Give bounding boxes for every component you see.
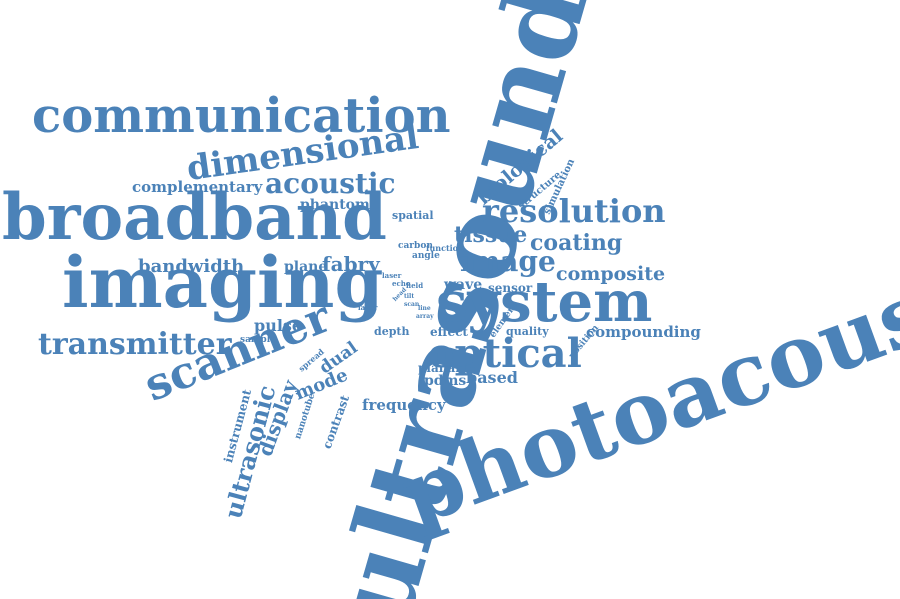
- word-wave: wave: [444, 277, 483, 293]
- word-composite: composite: [556, 263, 666, 285]
- word-carbon: carbon: [398, 241, 433, 251]
- word-function: function: [426, 243, 464, 253]
- word-echo: echo: [392, 279, 411, 288]
- word-quality: quality: [506, 325, 549, 338]
- word-field: field: [406, 281, 424, 290]
- word-system: system: [436, 269, 653, 335]
- word-plane: plane: [284, 259, 328, 275]
- word-resolution: resolution: [482, 192, 666, 230]
- word-sample: sample: [240, 335, 276, 345]
- word-planar: planar: [418, 361, 462, 375]
- word-fabry: fabry: [322, 252, 380, 276]
- word-communication: communication: [32, 88, 451, 144]
- word-coating: coating: [530, 230, 623, 256]
- word-array: array: [416, 313, 434, 320]
- word-acoustic: acoustic: [265, 167, 396, 200]
- word-pdms: pdms: [424, 373, 467, 389]
- word-bandwidth: bandwidth: [138, 256, 245, 277]
- word-contrast: contrast: [319, 393, 353, 451]
- word-frequency: frequency: [362, 396, 446, 414]
- word-spatial: spatial: [392, 209, 434, 222]
- word-based: based: [466, 368, 518, 387]
- word-line: line: [418, 305, 431, 312]
- word-tilt: tilt: [404, 293, 415, 300]
- word-pulse: pulse: [254, 316, 303, 335]
- word-transmitter: transmitter: [38, 327, 232, 362]
- word-depth: depth: [374, 325, 410, 338]
- word-optical: optical: [428, 330, 582, 377]
- word-tissue: tissue: [454, 222, 528, 248]
- word-phantom: phantom: [300, 197, 370, 213]
- word-imaging: imaging: [62, 241, 384, 324]
- word-effect: effect: [430, 325, 468, 339]
- word-compounding: compounding: [586, 323, 701, 341]
- word-scan: scan: [404, 301, 420, 308]
- word-laser: laser: [382, 271, 402, 280]
- word-layer: layer: [358, 303, 378, 312]
- word-broadband: broadband: [2, 180, 387, 255]
- word-complementary: complementary: [132, 178, 263, 196]
- word-angle: angle: [412, 251, 440, 261]
- word-sensor: sensor: [488, 281, 533, 295]
- word-image: image: [460, 245, 556, 278]
